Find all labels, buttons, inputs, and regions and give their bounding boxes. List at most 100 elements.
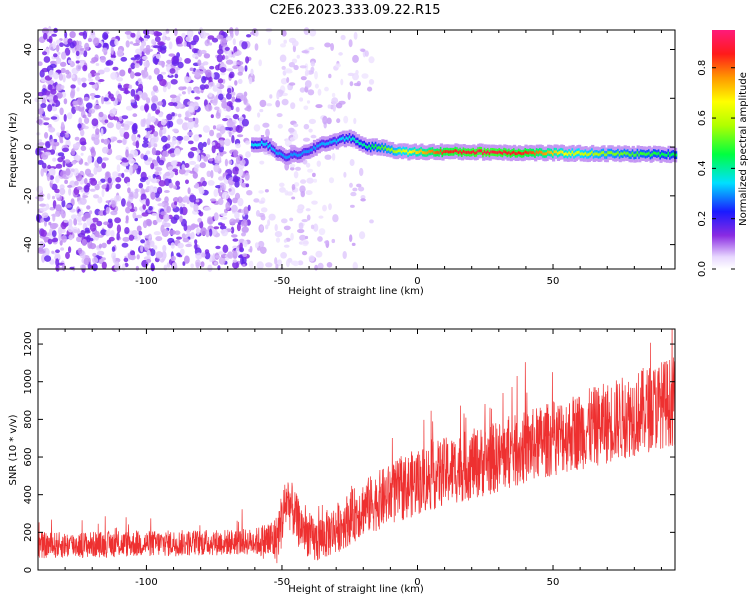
spectrogram-cell (187, 131, 194, 137)
spectrogram-cell (243, 206, 249, 215)
spectrogram-cell (127, 187, 131, 194)
spectrogram-cell (289, 163, 296, 168)
spectrogram-cell (125, 215, 129, 222)
spectrogram-ridge-core (514, 152, 518, 156)
spectrogram-cell (286, 77, 290, 83)
spectrogram-cell (204, 249, 210, 254)
spectrogram-cell (79, 47, 85, 51)
spectrogram-cell (116, 139, 123, 144)
spectrogram-cell (108, 236, 115, 242)
spectrogram-cell (89, 210, 93, 215)
spectrogram-cell (213, 96, 218, 104)
spectrogram-cell (277, 123, 283, 129)
spectrogram-ridge-core (664, 153, 668, 157)
spectrogram-cell (135, 140, 140, 149)
spectrogram-cell (92, 256, 99, 264)
spectrogram-cell (49, 138, 55, 146)
spectrogram-cell (181, 233, 186, 240)
spectrogram-cell (51, 106, 58, 112)
spectrogram-cell (57, 51, 61, 55)
spectrogram-cell (121, 161, 129, 167)
y-tick-label: 20 (23, 92, 34, 105)
spectrogram-cell (155, 236, 163, 242)
spectrogram-cell (231, 91, 236, 96)
spectrogram-cell (221, 191, 230, 200)
spectrogram-cell (76, 87, 80, 92)
spectrogram-cell (195, 262, 200, 269)
spectrogram-cell (125, 40, 130, 48)
spectrogram-cell (55, 83, 63, 92)
spectrogram-cell (40, 103, 47, 109)
spectrogram-cell (110, 96, 116, 102)
spectrogram-cell (159, 258, 165, 263)
spectrogram-cell (81, 215, 87, 222)
x-tick-label: -100 (135, 577, 158, 588)
spectrogram-cell (364, 50, 369, 57)
spectrogram-cell (55, 163, 63, 169)
spectrogram-cell (172, 197, 180, 203)
spectrogram-cell (231, 204, 238, 213)
spectrogram-cell (163, 213, 170, 222)
spectrogram-cell (194, 164, 200, 169)
spectrogram-cell (144, 243, 151, 251)
spectrogram-cell (306, 177, 314, 184)
spectrogram-cell (83, 96, 90, 102)
spectrogram-cell (155, 53, 162, 60)
spectrogram-cell (212, 125, 217, 130)
spectrogram-cell (299, 234, 307, 241)
spectrogram-cell (129, 208, 135, 213)
spectrogram-cell (77, 77, 82, 86)
spectrogram-cell (217, 78, 224, 84)
spectrogram-cell (216, 132, 222, 139)
spectrogram-cell (187, 151, 195, 159)
spectrogram-cell (279, 54, 287, 63)
spectrogram-cell (153, 143, 158, 148)
spectrogram-cell (245, 183, 250, 188)
spectrogram-cell (146, 249, 151, 258)
spectrogram-cell (219, 225, 227, 230)
spectrogram-cell (61, 51, 67, 60)
spectrogram-cell (227, 251, 234, 259)
spectrogram-ridge-core (410, 150, 414, 154)
spectrogram-cell (143, 139, 149, 144)
spectrogram-cell (41, 212, 49, 219)
spectrogram-ridge-core (441, 151, 445, 155)
spectrogram-cell (110, 230, 115, 238)
spectrogram-cell (274, 231, 283, 238)
spectrogram-cell (177, 242, 184, 249)
spectrogram-cell (168, 178, 172, 184)
colorbar-tick-label: 0.6 (697, 110, 708, 126)
spectrogram-cell (349, 234, 353, 242)
spectrogram-cell (83, 257, 90, 266)
spectrogram-ridge-core (639, 151, 643, 155)
spectrogram-cell (202, 125, 210, 133)
spectrogram-cell (183, 195, 189, 203)
spectrogram-cell (132, 42, 140, 46)
spectrogram-cell (168, 120, 174, 128)
spectrogram-cell (234, 27, 239, 36)
spectrogram-cell (105, 171, 110, 178)
y-tick-label: 40 (23, 43, 34, 56)
spectrogram-cell (39, 203, 47, 207)
spectrogram-cell (170, 255, 176, 262)
spectrogram-cell (126, 182, 130, 187)
spectrogram-cell (236, 61, 244, 66)
spectrogram-cell (226, 101, 233, 107)
spectrogram-cell (89, 223, 97, 232)
spectrogram-cell (132, 164, 139, 170)
spectrogram-cell (58, 73, 64, 81)
spectrogram-cell (205, 69, 212, 78)
spectrogram-cell (299, 87, 306, 93)
spectrogram-cell (258, 190, 264, 194)
spectrogram-cell (116, 49, 124, 58)
spectrogram-cell (145, 49, 151, 55)
spectrogram-cell (158, 112, 164, 118)
spectrogram-ridge-core (527, 151, 531, 155)
spectrogram-cell (302, 137, 311, 142)
spectrogram-cell (311, 200, 318, 205)
spectrogram-cell (125, 149, 129, 158)
spectrogram-ridge-core (591, 150, 595, 154)
spectrogram-cell (60, 247, 65, 251)
spectrogram-cell (208, 228, 213, 237)
spectrogram-cell (202, 141, 207, 147)
